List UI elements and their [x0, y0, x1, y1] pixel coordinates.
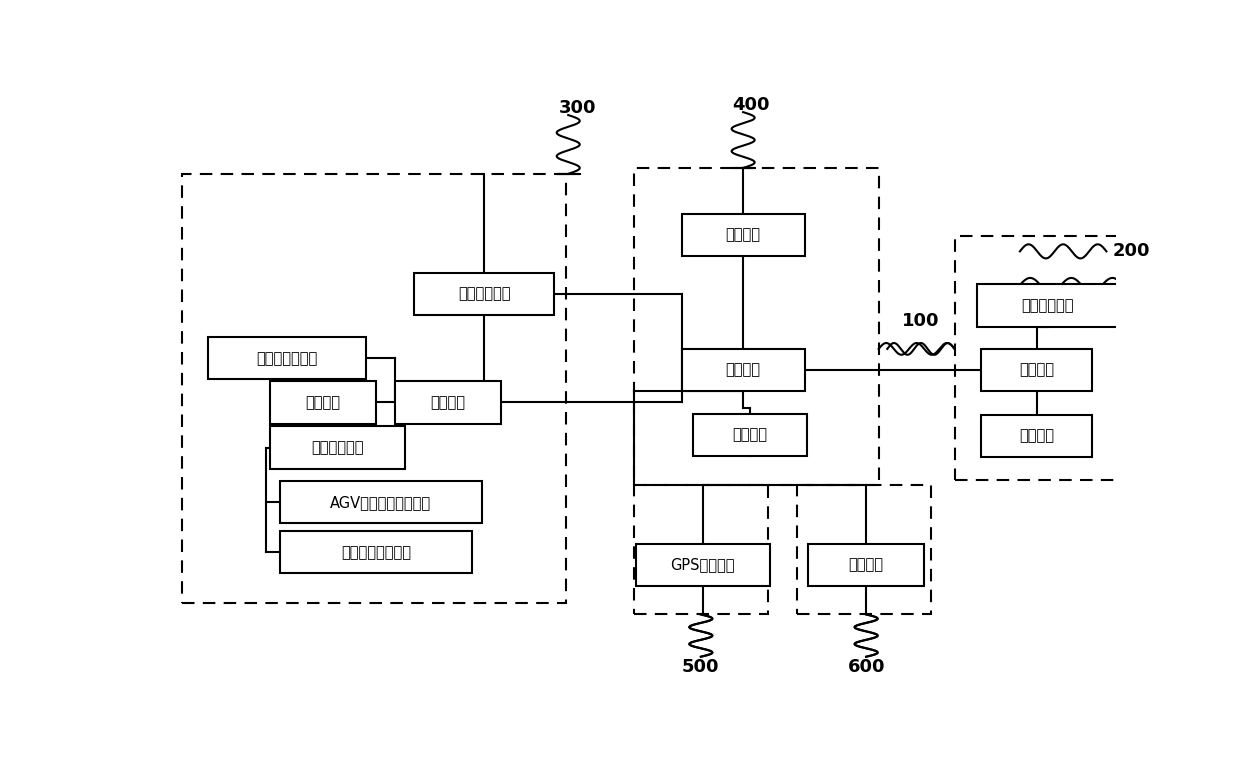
Text: 故障检测模块: 故障检测模块 — [311, 440, 363, 455]
Text: 100: 100 — [903, 312, 940, 330]
Text: 400: 400 — [732, 96, 770, 114]
Bar — [693, 414, 806, 456]
Bar — [682, 214, 805, 256]
Bar — [682, 349, 805, 391]
Bar — [280, 531, 472, 573]
Text: 货物搬运检测模块: 货物搬运检测模块 — [341, 545, 410, 560]
Bar — [414, 272, 554, 315]
Text: 500: 500 — [682, 658, 719, 676]
Text: 自检模块: 自检模块 — [1019, 428, 1054, 443]
Text: 避障传感器模块: 避障传感器模块 — [257, 351, 317, 365]
Bar — [634, 168, 879, 485]
Text: 600: 600 — [847, 658, 885, 676]
Bar — [955, 236, 1122, 481]
Text: 紧急停车模块: 紧急停车模块 — [1022, 298, 1074, 313]
Bar — [182, 174, 567, 603]
Bar — [280, 481, 481, 523]
Bar — [270, 382, 376, 423]
Text: 对比模块: 对比模块 — [430, 395, 465, 410]
Text: GPS定位模块: GPS定位模块 — [671, 558, 735, 572]
Text: 执行模块: 执行模块 — [1019, 362, 1054, 378]
Text: 计时模块: 计时模块 — [306, 395, 341, 410]
Bar — [396, 382, 501, 423]
Bar — [208, 337, 367, 379]
Text: 300: 300 — [559, 99, 596, 117]
Text: 信号捕捉模块: 信号捕捉模块 — [458, 286, 511, 301]
Text: 无线模块: 无线模块 — [725, 227, 760, 243]
Text: 触控模块: 触控模块 — [725, 362, 760, 378]
Text: AGV车体状态检测模块: AGV车体状态检测模块 — [330, 494, 432, 510]
Bar — [982, 349, 1092, 391]
Bar — [808, 544, 924, 586]
Text: 电源模块: 电源模块 — [848, 558, 884, 572]
Text: 显示模块: 显示模块 — [733, 427, 768, 443]
Bar — [635, 544, 770, 586]
Bar — [982, 414, 1092, 457]
Bar — [270, 427, 404, 468]
Bar — [634, 485, 768, 614]
Bar — [977, 285, 1118, 327]
Bar — [797, 485, 931, 614]
Text: 200: 200 — [1114, 243, 1151, 260]
